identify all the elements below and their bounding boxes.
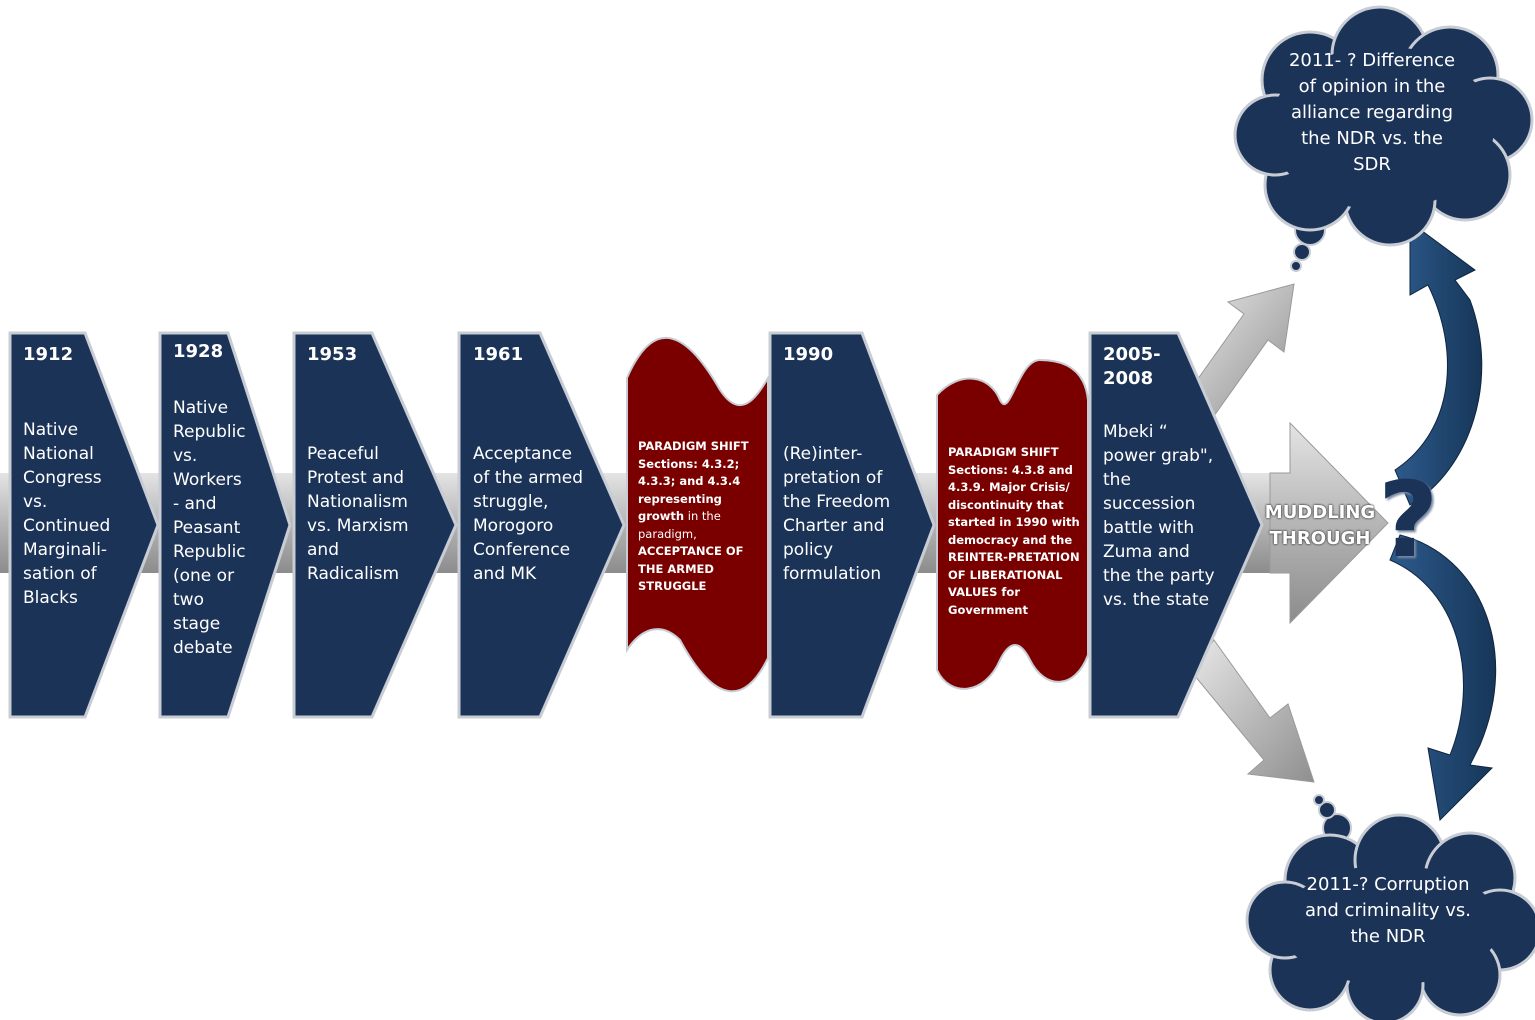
stage-year-1912: 1912 [23,344,74,365]
paradigm-shift-1-bold: PARADIGM SHIFT Sections: 4.3.2; 4.3.3; a… [638,439,749,523]
stage-year-1928: 1928 [173,341,224,362]
stage-text-1912: Native National Congress vs. Continued M… [23,420,111,608]
chevron-1990 [768,331,936,719]
curved-arrow-up [1394,221,1483,506]
question-mark: ? [1378,459,1439,581]
paradigm-shift-2-bold: PARADIGM SHIFT Sections: 4.3.8 and 4.3.9… [948,445,1080,617]
paradigm-shift-1-normal: in the paradigm, [638,509,721,541]
thought-bubbles-bottom [1313,794,1352,843]
cloud-top-text: 2011- ? Difference of opinion in the all… [1288,50,1456,175]
paradigm-shift-2-text: PARADIGM SHIFT Sections: 4.3.8 and 4.3.9… [948,444,1080,619]
down-branch-arrow [1189,639,1315,783]
muddling-through-label: MUDDLING THROUGH [1264,502,1376,549]
curved-arrow-down [1389,534,1497,822]
stage-year-1990: 1990 [783,344,834,365]
stage-text-1961: Acceptance of the armed struggle, Morogo… [473,444,584,584]
paradigm-shift-1-bold-end: ACCEPTANCE OF THE ARMED STRUGGLE [638,544,744,593]
stage-year-1961: 1961 [473,344,524,365]
cloud-bottom-shape [1245,813,1535,1020]
chevron-shapes [8,331,1264,719]
cloud-top-shape [1233,5,1534,247]
chevron-1912 [8,331,160,719]
paradigm-shift-2-shape [936,358,1089,690]
stage-year-1953: 1953 [307,344,358,365]
stage-text-1928: Native Republic vs. Workers - and Peasan… [173,398,246,658]
up-branch-arrow [1189,283,1295,417]
cloud-bottom-text: 2011-? Corruption and criminality vs. th… [1304,874,1472,947]
chevron-1928 [158,331,292,719]
stage-text-2005-2008: Mbeki “ power grab", the succession batt… [1103,422,1215,610]
paradigm-shift-1-text: PARADIGM SHIFT Sections: 4.3.2; 4.3.3; a… [638,438,756,596]
stage-year-2005-2008: 2005-2008 [1103,344,1161,389]
paradigm-shift-shapes [626,336,1089,693]
chevron-2005 [1088,331,1264,719]
stage-text-1990: (Re)inter-pretation of the Freedom Chart… [783,444,891,584]
chevron-1953 [292,331,458,719]
stage-text-1953: Peaceful Protest and Nationalism vs. Mar… [307,444,409,584]
paradigm-shift-1-shape [626,336,769,693]
chevron-1961 [457,331,626,719]
